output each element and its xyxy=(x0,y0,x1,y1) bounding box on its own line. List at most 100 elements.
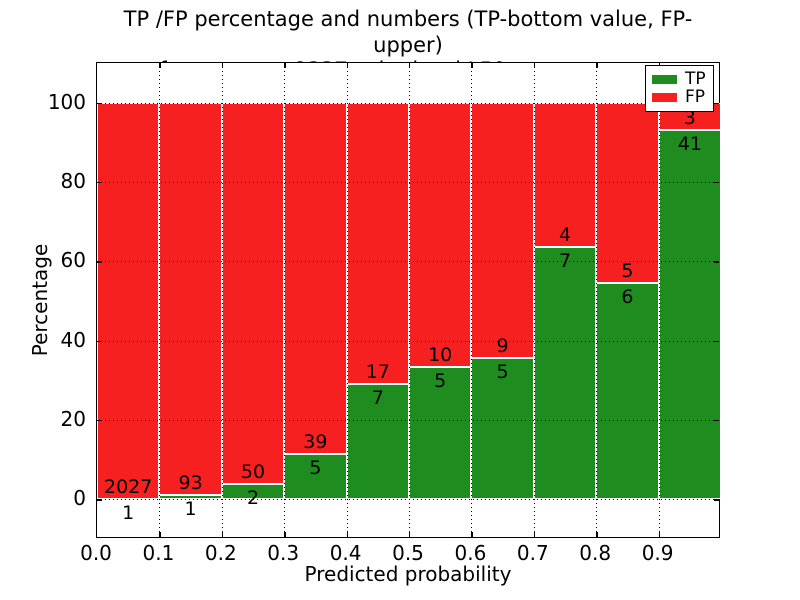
tp-count-label: 7 xyxy=(371,386,384,409)
y-tick-mark xyxy=(97,499,102,501)
y-tick-mark xyxy=(97,261,102,263)
legend: TP FP xyxy=(645,65,714,112)
gridline-vertical xyxy=(346,63,348,537)
bar-segment-fp xyxy=(409,102,472,368)
fp-count-label: 2027 xyxy=(104,476,153,499)
x-tick-mark-top xyxy=(346,63,348,68)
y-axis-label: Percentage xyxy=(28,243,52,357)
gridline-horizontal xyxy=(97,261,719,263)
x-tick-label: 0.0 xyxy=(80,541,112,565)
x-tick-mark xyxy=(471,532,473,537)
x-tick-mark xyxy=(596,532,598,537)
gridline-horizontal xyxy=(97,102,719,104)
y-tick-mark-right xyxy=(714,182,719,184)
y-tick-label: 0 xyxy=(73,486,86,511)
x-tick-mark xyxy=(409,532,411,537)
bar-segment-tp xyxy=(409,367,472,500)
bar-segment-fp xyxy=(159,102,222,496)
y-tick-mark xyxy=(97,102,102,105)
bar-segment-tp xyxy=(284,454,347,500)
fp-count-label: 50 xyxy=(240,461,266,484)
bar-segment-tp xyxy=(471,357,534,500)
bar-segment-tp xyxy=(533,246,597,500)
legend-entry-tp: TP xyxy=(652,68,707,89)
tp-count-label: 5 xyxy=(434,370,447,393)
y-tick-label: 60 xyxy=(60,248,86,273)
bar-segment-fp xyxy=(596,102,659,283)
tp-count-label: 7 xyxy=(558,249,572,272)
tp-count-label: 2 xyxy=(246,487,260,510)
gridline-vertical xyxy=(284,63,286,537)
x-tick-mark xyxy=(346,532,348,537)
fp-count-label: 10 xyxy=(428,344,453,367)
x-tick-label: 0.5 xyxy=(392,541,424,565)
tp-count-label: 5 xyxy=(496,360,509,383)
tp-color-swatch xyxy=(652,74,677,84)
x-tick-mark-top xyxy=(159,63,161,68)
y-tick-label: 20 xyxy=(60,407,86,431)
x-tick-label: 0.8 xyxy=(579,541,612,565)
x-tick-mark-top xyxy=(284,63,286,68)
gridline-vertical xyxy=(471,63,473,537)
y-tick-label: 100 xyxy=(47,89,86,114)
legend-entry-fp: FP xyxy=(652,89,707,106)
bar-segment-tp xyxy=(596,282,659,500)
fp-count-label: 9 xyxy=(496,334,509,357)
bar-segment-fp xyxy=(346,102,409,384)
y-tick-mark-right xyxy=(714,420,719,422)
x-tick-mark-top xyxy=(533,63,536,68)
fp-count-label: 5 xyxy=(621,259,634,282)
tp-count-label: 1 xyxy=(184,498,197,521)
x-tick-mark-top xyxy=(471,63,473,68)
bar-segment-tp xyxy=(346,383,409,500)
bar-segment-fp xyxy=(97,102,160,500)
x-tick-mark xyxy=(159,532,161,537)
y-tick-mark-right xyxy=(714,261,719,263)
x-tick-mark-top xyxy=(221,63,224,68)
gridline-vertical xyxy=(409,63,410,537)
gridline-vertical xyxy=(596,63,598,537)
fp-count-label: 4 xyxy=(558,223,572,246)
gridline-horizontal xyxy=(97,340,719,342)
gridline-vertical xyxy=(221,63,223,537)
x-tick-label: 0.9 xyxy=(641,541,674,565)
x-tick-mark xyxy=(284,532,286,537)
x-tick-label: 0.2 xyxy=(204,541,237,565)
bar-segment-fp xyxy=(221,102,285,485)
fp-count-label: 3 xyxy=(683,106,696,129)
y-tick-mark-right xyxy=(714,340,719,343)
y-tick-mark xyxy=(97,182,102,184)
y-tick-mark xyxy=(97,340,102,343)
x-tick-label: 0.4 xyxy=(329,541,362,565)
gridline-vertical xyxy=(159,63,161,537)
tp-count-label: 5 xyxy=(309,457,322,480)
bar-segment-tp xyxy=(658,129,721,500)
bar-segment-fp xyxy=(533,102,597,247)
x-tick-label: 0.7 xyxy=(516,541,549,565)
y-tick-label: 40 xyxy=(60,327,86,352)
legend-label-fp: FP xyxy=(685,87,706,108)
x-tick-label: 0.1 xyxy=(142,541,175,565)
x-tick-label: 0.6 xyxy=(454,541,487,565)
gridline-vertical xyxy=(658,63,660,537)
gridline-horizontal xyxy=(97,420,719,421)
bar-segment-fp xyxy=(471,102,534,358)
y-tick-mark xyxy=(97,420,102,422)
y-tick-label: 80 xyxy=(60,169,86,193)
x-tick-mark-top xyxy=(409,63,411,68)
x-axis-label: Predicted probability xyxy=(304,562,512,586)
y-tick-mark-right xyxy=(714,499,719,501)
fp-color-swatch xyxy=(652,93,677,103)
bar-segment-fp xyxy=(284,102,347,455)
gridline-vertical xyxy=(533,63,535,537)
gridline-horizontal xyxy=(97,182,719,183)
x-tick-label: 0.3 xyxy=(267,541,300,565)
legend-label-tp: TP xyxy=(685,68,706,89)
plot-area: 2027 1 93 1 50 2 39 5 17 7 10 5 9 5 4 7 5 6 3 41 xyxy=(96,62,721,538)
tp-count-label: 41 xyxy=(677,132,702,155)
y-tick-mark-right xyxy=(714,102,719,105)
tp-count-label: 1 xyxy=(122,502,135,525)
x-tick-mark xyxy=(658,532,660,537)
x-tick-mark-top xyxy=(596,63,598,68)
